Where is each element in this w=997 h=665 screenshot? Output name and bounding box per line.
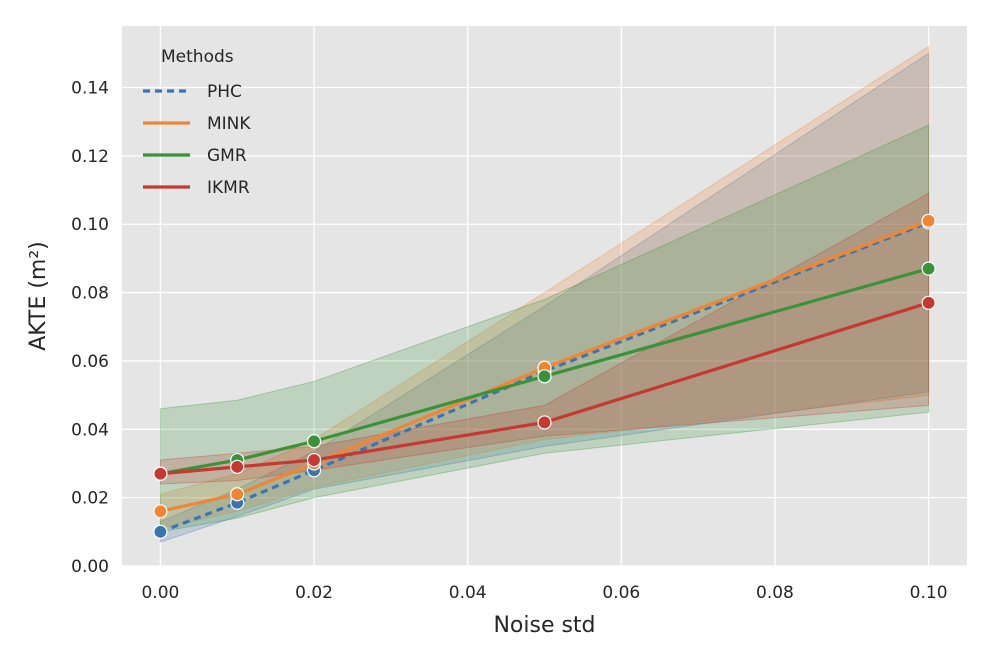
legend-label-gmr: GMR xyxy=(207,146,247,166)
x-tick-labels: 0.00 0.02 0.04 0.06 0.08 0.10 xyxy=(141,583,947,603)
x-tick-label: 0.08 xyxy=(756,583,794,603)
point-ikmr xyxy=(230,459,245,474)
y-tick-label: 0.00 xyxy=(71,557,109,577)
x-tick-label: 0.04 xyxy=(449,583,487,603)
y-axis-title: AKTE (m²) xyxy=(26,241,51,351)
y-tick-label: 0.04 xyxy=(71,420,109,440)
point-mink xyxy=(921,213,936,228)
legend-label-phc: PHC xyxy=(207,82,242,102)
legend-label-mink: MINK xyxy=(207,114,251,134)
y-tick-label: 0.10 xyxy=(71,215,109,235)
point-phc xyxy=(153,524,168,539)
legend-label-ikmr: IKMR xyxy=(207,178,250,198)
point-gmr xyxy=(537,369,552,384)
y-tick-label: 0.08 xyxy=(71,284,109,304)
point-ikmr xyxy=(306,452,322,468)
y-tick-label: 0.12 xyxy=(71,147,109,167)
point-gmr xyxy=(306,434,322,449)
legend-title: Methods xyxy=(161,47,234,67)
y-tick-label: 0.06 xyxy=(71,352,109,372)
band-mink xyxy=(159,45,930,530)
x-axis-title: Noise std xyxy=(493,613,595,638)
point-ikmr xyxy=(537,415,552,430)
point-ikmr xyxy=(921,295,936,310)
series-markers xyxy=(153,213,936,539)
point-gmr xyxy=(921,261,936,276)
x-tick-label: 0.02 xyxy=(295,583,333,603)
x-tick-label: 0.06 xyxy=(602,583,640,603)
line-phc xyxy=(159,221,930,534)
legend: Methods PHC MINK GMR IKMR xyxy=(143,47,251,198)
y-tick-label: 0.02 xyxy=(71,489,109,509)
point-ikmr xyxy=(153,466,168,481)
x-tick-label: 0.10 xyxy=(910,583,948,603)
y-tick-labels: 0.00 0.02 0.04 0.06 0.08 0.10 0.12 0.14 xyxy=(71,79,109,577)
point-mink xyxy=(153,504,168,519)
y-tick-label: 0.14 xyxy=(71,79,109,99)
x-tick-label: 0.00 xyxy=(141,583,179,603)
point-mink xyxy=(230,487,245,502)
